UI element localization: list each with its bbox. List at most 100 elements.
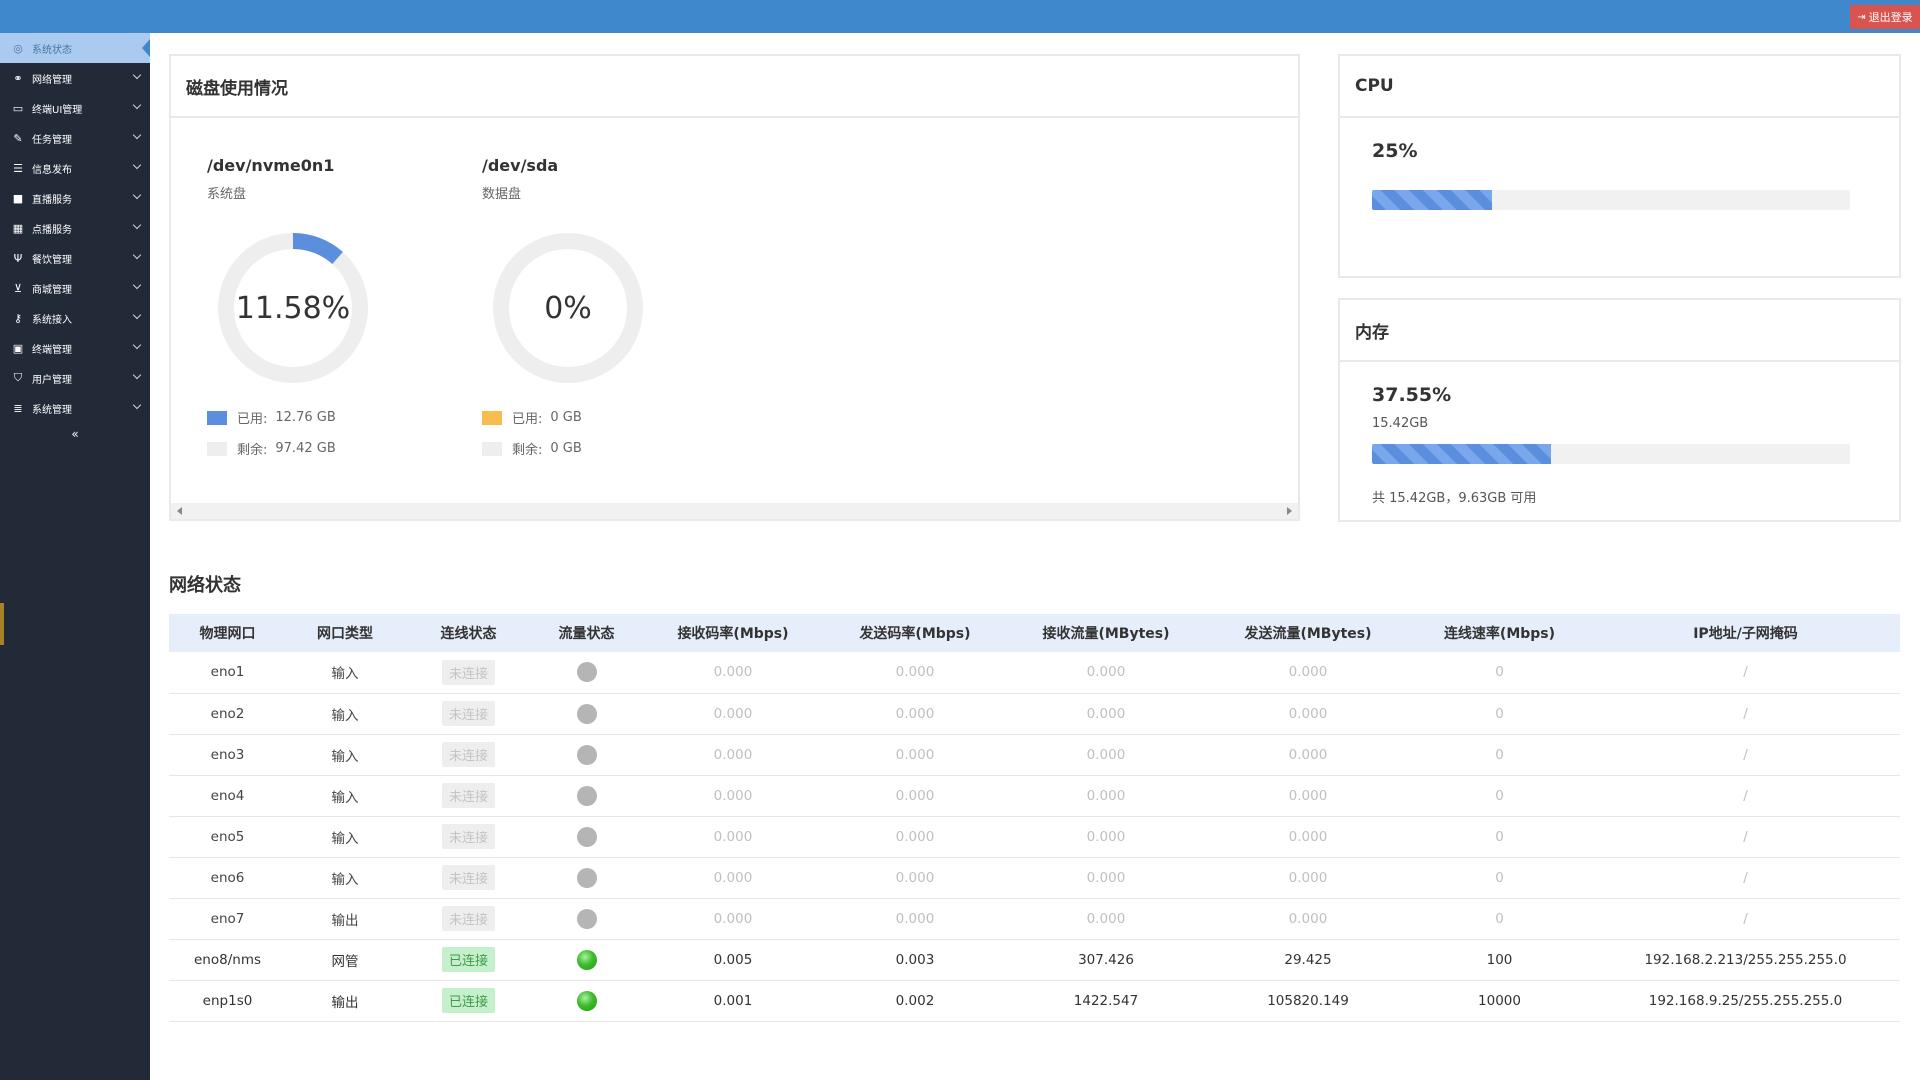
legend-free-value: 97.42 GB [275, 441, 336, 456]
cell-type: 输出 [286, 898, 404, 940]
network-status-table: 物理网口 网口类型 连线状态 流量状态 接收码率(Mbps) 发送码率(Mbps) 接收流量… [169, 614, 1900, 1022]
cpu-panel-title: CPU [1340, 56, 1899, 118]
memory-progress-bar [1372, 444, 1850, 464]
sidebar-item-label: 终端UI管理 [32, 104, 83, 116]
status-dot-gray-icon [576, 908, 597, 929]
sidebar-item-label: 直播服务 [32, 194, 72, 206]
table-row: eno1 输入 未连接 0.000 0.000 0.000 0.000 0/ [169, 652, 1900, 694]
sidebar-item-3[interactable]: ✎ 任务管理 [0, 123, 150, 153]
status-badge: 未连接 [441, 701, 495, 726]
sidebar-item-label: 网络管理 [32, 74, 72, 86]
sidebar-item-label: 终端管理 [32, 344, 72, 356]
status-dot-green-icon [576, 949, 597, 970]
disk-item: /dev/nvme0n1 系统盘 11.58% 已用: 12.76 GB 剩余: 97.42… [207, 156, 427, 458]
scroll-left-icon[interactable] [177, 507, 182, 515]
table-row: enp1s0 输出 已连接 0.001 0.002 1422.547 105820.149 1… [169, 980, 1900, 1022]
cell-traffic-status [533, 775, 640, 817]
cell-link-status: 未连接 [404, 734, 533, 776]
table-header-row: 物理网口 网口类型 连线状态 流量状态 接收码率(Mbps) 发送码率(Mbps) 接收流量… [169, 614, 1900, 652]
cell-rx-traffic: 1422.547 [1004, 980, 1208, 1022]
cell-type: 输入 [286, 857, 404, 899]
cell-link-status: 未连接 [404, 816, 533, 858]
memory-panel: 内存 37.55% 15.42GB 共 15.42GB，9.63GB 可用 [1338, 298, 1901, 522]
legend-swatch [482, 410, 502, 425]
cpu-percent: 25% [1372, 140, 1418, 162]
scroll-right-icon[interactable] [1287, 507, 1292, 515]
table-body: eno1 输入 未连接 0.000 0.000 0.000 0.000 0/eno2 输入 未连接… [169, 652, 1900, 1022]
cell-traffic-status [533, 693, 640, 735]
cell-tx-traffic: 0.000 [1208, 734, 1408, 776]
dashboard-icon: ◎ [13, 41, 23, 55]
sidebar-item-2[interactable]: ▭ 终端UI管理 [0, 93, 150, 123]
cell-rx-traffic: 0.000 [1004, 734, 1208, 776]
cell-ip: / [1591, 898, 1900, 940]
cell-rx-rate: 0.005 [640, 939, 826, 981]
cell-ip: / [1591, 734, 1900, 776]
sidebar-edge-marker [0, 603, 4, 645]
legend-free: 剩余: 0 GB [482, 439, 702, 458]
cell-type: 输入 [286, 816, 404, 858]
cell-traffic-status [533, 898, 640, 940]
status-badge: 已连接 [441, 988, 495, 1013]
cpu-progress-bar [1372, 190, 1850, 210]
column-header: 物理网口 [169, 614, 286, 652]
sidebar-item-12[interactable]: ≣ 系统管理 [0, 393, 150, 423]
status-dot-gray-icon [576, 826, 597, 847]
cell-speed: 100 [1408, 939, 1591, 981]
cell-tx-traffic: 0.000 [1208, 652, 1408, 694]
column-header: 发送流量(MBytes) [1208, 614, 1408, 652]
memory-percent: 37.55% [1372, 384, 1452, 406]
chevron-down-icon [132, 130, 142, 140]
sidebar-item-11[interactable]: ⛉ 用户管理 [0, 363, 150, 393]
cell-rx-rate: 0.000 [640, 693, 826, 735]
disk-type: 系统盘 [207, 187, 247, 202]
sidebar-item-label: 系统管理 [32, 404, 72, 416]
cell-rx-rate: 0.000 [640, 775, 826, 817]
cell-link-status: 未连接 [404, 693, 533, 735]
sidebar-item-1[interactable]: ⚭ 网络管理 [0, 63, 150, 93]
cell-tx-traffic: 0.000 [1208, 816, 1408, 858]
laptop-icon: ▭ [12, 101, 24, 115]
sidebar-item-8[interactable]: ⊻ 商城管理 [0, 273, 150, 303]
cell-ip: 192.168.2.213/255.255.255.0 [1591, 939, 1900, 981]
monitor-icon: ▣ [12, 341, 24, 355]
disk-donut-chart: 0% [488, 228, 648, 388]
sidebar-item-6[interactable]: ▦ 点播服务 [0, 213, 150, 243]
disk-percent: 0% [544, 290, 592, 326]
memory-panel-title: 内存 [1340, 300, 1899, 362]
cell-port: eno8/nms [169, 939, 286, 981]
chevron-down-icon [132, 190, 142, 200]
cell-rx-rate: 0.000 [640, 652, 826, 694]
sidebar-item-9[interactable]: ⚷ 系统接入 [0, 303, 150, 333]
cell-tx-traffic: 29.425 [1208, 939, 1408, 981]
column-header: 网口类型 [286, 614, 404, 652]
table-row: eno8/nms 网管 已连接 0.005 0.003 307.426 29.425 100 1… [169, 939, 1900, 981]
sidebar-item-7[interactable]: Ψ 餐饮管理 [0, 243, 150, 273]
status-dot-gray-icon [576, 662, 597, 683]
cell-speed: 0 [1408, 734, 1591, 776]
chevron-down-icon [132, 400, 142, 410]
sidebar-item-5[interactable]: ■ 直播服务 [0, 183, 150, 213]
sidebar-item-0[interactable]: ◎ 系统状态 [0, 33, 150, 63]
sidebar-item-10[interactable]: ▣ 终端管理 [0, 333, 150, 363]
disk-usage-panel: 磁盘使用情况 /dev/nvme0n1 系统盘 11.58% 已用: 12.76 GB 剩… [169, 54, 1300, 521]
cell-port: eno4 [169, 775, 286, 817]
cell-link-status: 未连接 [404, 857, 533, 899]
cell-tx-rate: 0.000 [826, 734, 1004, 776]
logout-button[interactable]: ⇥ 退出登录 [1850, 5, 1920, 29]
legend-swatch [482, 441, 502, 456]
sidebar-item-4[interactable]: ☰ 信息发布 [0, 153, 150, 183]
network-status-title: 网络状态 [169, 575, 241, 596]
sidebar-item-label: 任务管理 [32, 134, 72, 146]
disk-panel-title: 磁盘使用情况 [171, 56, 1298, 118]
cell-tx-rate: 0.002 [826, 980, 1004, 1022]
shield-icon: ⛉ [13, 371, 23, 384]
film-icon: ▦ [12, 221, 24, 235]
horizontal-scrollbar[interactable] [171, 503, 1298, 519]
cell-ip: / [1591, 857, 1900, 899]
sidebar: ◎ 系统状态 ⚭ 网络管理 ▭ 终端UI管理 ✎ 任务管理 ☰ 信息发布 ■ 直播服务 ▦ 点播服务 Ψ 餐饮… [0, 33, 150, 1080]
cell-rx-traffic: 0.000 [1004, 898, 1208, 940]
top-bar: ⇥ 退出登录 [0, 0, 1920, 33]
cell-ip: / [1591, 775, 1900, 817]
sidebar-collapse-button[interactable]: « [71, 427, 79, 441]
